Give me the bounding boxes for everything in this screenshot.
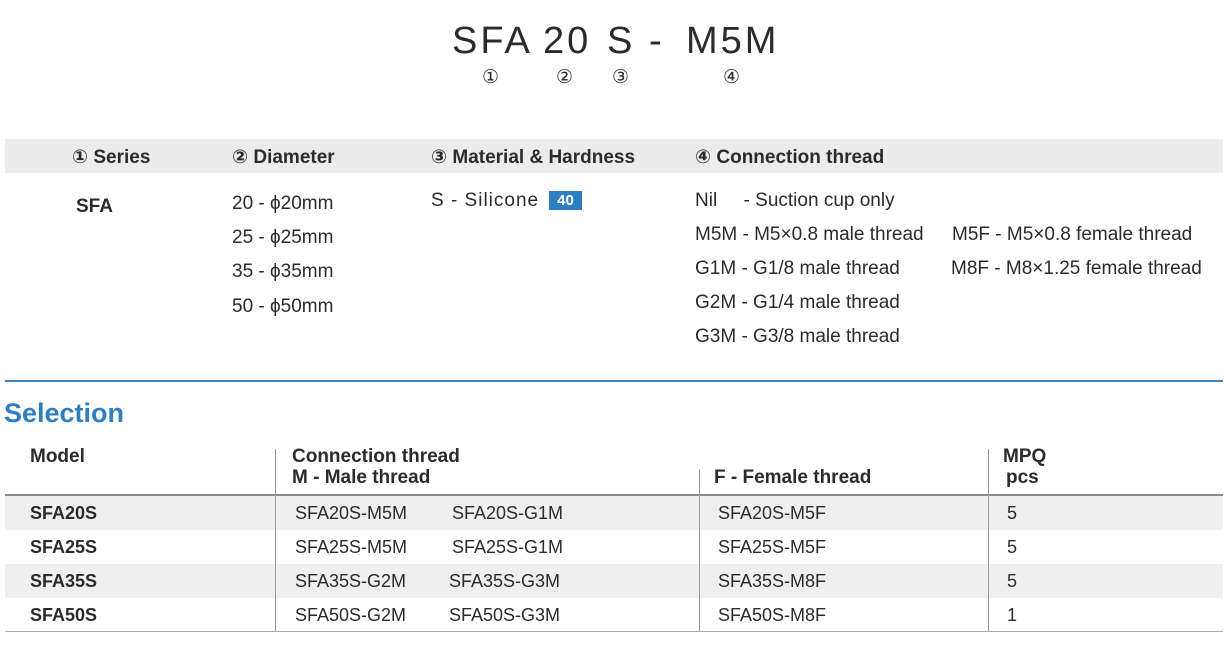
cell-female: SFA35S-M8F [718,571,827,591]
cell-male-2: SFA20S-G1M [452,503,564,523]
table-bottom-rule [5,631,1223,632]
spec-thread-m8f: M8F - M8×1.25 female thread [951,258,1202,279]
selection-title: Selection [4,398,125,428]
cell-male-1: SFA20S-M5M [295,503,408,523]
cell-male-1: SFA50S-G2M [295,605,407,625]
spec-thread-nil: Nil - Suction cup only [695,190,895,211]
spec-header-thread: ④ Connection thread [695,147,885,168]
spec-thread-g1m: G1M - G1/8 male thread [695,258,900,279]
table-row-bg-3 [5,564,1223,598]
col-header-pcs: pcs [1006,467,1039,488]
section-divider [5,380,1223,382]
col-header-connection: Connection thread [292,446,460,467]
cell-female: SFA50S-M8F [718,605,827,625]
code-number-1: ① [482,67,500,88]
cell-male-2: SFA35S-G3M [449,571,561,591]
spec-material: S - Silicone [431,190,540,211]
col-header-model: Model [30,446,85,467]
spec-thread-g3m: G3M - G3/8 male thread [695,326,900,347]
spec-header-material: ③ Material & Hardness [431,147,636,168]
code-number-3: ③ [612,67,630,88]
cell-mpq: 5 [1007,537,1018,557]
cell-mpq: 5 [1007,503,1018,523]
code-material: S [607,20,636,62]
cell-model: SFA35S [30,571,98,591]
spec-diameter-25: 25 - ϕ25mm [232,227,334,248]
spec-diameter-20: 20 - ϕ20mm [232,193,334,214]
table-row-bg-1 [5,496,1223,530]
cell-model: SFA50S [30,605,98,625]
cell-male-2: SFA25S-G1M [452,537,564,557]
cell-mpq: 1 [1007,605,1018,625]
spec-diameter-35: 35 - ϕ35mm [232,261,334,282]
spec-header-band [5,139,1223,173]
col-header-mpq: MPQ [1003,446,1047,467]
cell-female: SFA20S-M5F [718,503,827,523]
cell-female: SFA25S-M5F [718,537,827,557]
col-divider-1 [275,449,276,631]
cell-male-2: SFA50S-G3M [449,605,561,625]
col-header-male: M - Male thread [292,467,431,488]
hardness-badge: 40 [549,191,582,210]
code-number-2: ② [556,67,574,88]
col-divider-2 [699,469,700,631]
spec-diameter-50: 50 - ϕ50mm [232,296,334,317]
cell-model: SFA25S [30,537,98,557]
col-header-female: F - Female thread [714,467,872,488]
spec-thread-m5f: M5F - M5×0.8 female thread [952,224,1193,245]
table-header-rule [5,494,1223,496]
code-dash: - [649,20,665,62]
col-divider-3 [988,449,989,631]
spec-thread-g2m: G2M - G1/4 male thread [695,292,900,313]
spec-series-value: SFA [76,196,113,217]
code-thread: M5M [686,20,780,62]
code-number-4: ④ [723,67,741,88]
code-diameter: 20 [543,20,592,62]
spec-header-diameter: ② Diameter [232,147,335,168]
cell-male-1: SFA35S-G2M [295,571,407,591]
spec-header-series: ① Series [72,147,151,168]
code-series: SFA [452,20,533,62]
cell-model: SFA20S [30,503,98,523]
cell-mpq: 5 [1007,571,1018,591]
spec-thread-m5m: M5M - M5×0.8 male thread [695,224,924,245]
cell-male-1: SFA25S-M5M [295,537,408,557]
